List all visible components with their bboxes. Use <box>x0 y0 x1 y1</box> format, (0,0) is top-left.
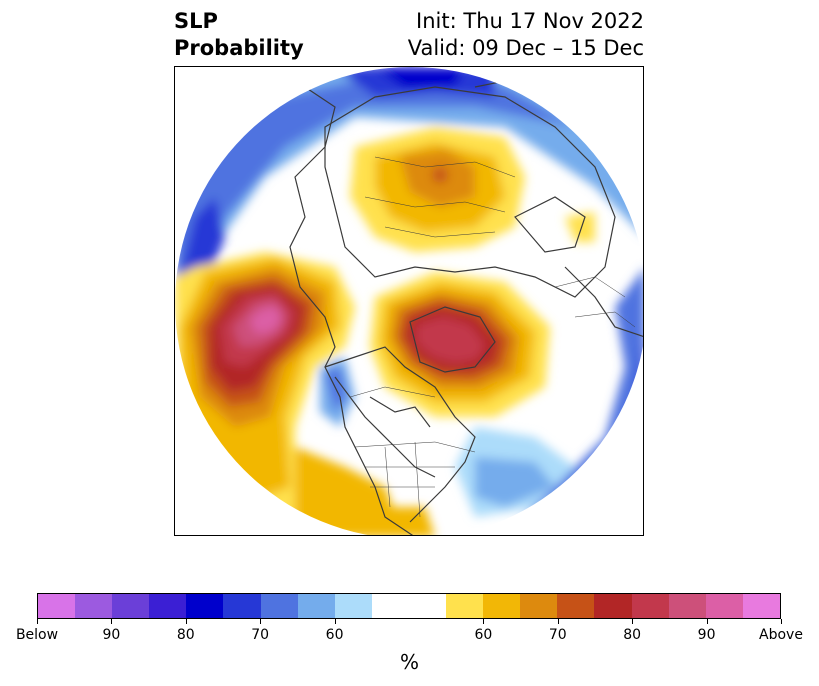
polar-map <box>175 67 643 535</box>
colorbar-segment <box>520 594 558 618</box>
colorbar-segment <box>75 594 113 618</box>
colorbar-unit: % <box>399 650 419 674</box>
colorbar-ticks: Below 90 80 70 60 60 70 80 90 Above <box>16 619 803 649</box>
colorbar-segment <box>557 594 595 618</box>
colorbar-tick-label: 80 <box>156 619 216 643</box>
colorbar-segment <box>594 594 632 618</box>
colorbar-segment <box>38 594 76 618</box>
colorbar-tick-label: 80 <box>602 619 662 643</box>
colorbar-segment <box>297 594 335 618</box>
title-left: SLP Probability <box>174 8 304 62</box>
colorbar-tick-label: 70 <box>528 619 588 643</box>
political-borders <box>349 156 636 518</box>
colorbar-segment <box>668 594 706 618</box>
colorbar-segment <box>705 594 743 618</box>
colorbar-segment <box>149 594 187 618</box>
colorbar-segment <box>483 594 521 618</box>
colorbar-tick-label: 60 <box>453 619 513 643</box>
colorbar <box>37 593 781 619</box>
colorbar-tick-label: Below <box>7 619 67 643</box>
init-date: Init: Thu 17 Nov 2022 <box>416 9 644 33</box>
colorbar-segment <box>631 594 669 618</box>
probability-field <box>175 67 643 535</box>
valid-range: Valid: 09 Dec – 15 Dec <box>407 36 644 60</box>
colorbar-segment <box>223 594 261 618</box>
colorbar-tick-label: 70 <box>230 619 290 643</box>
colorbar-tick-label: 90 <box>677 619 737 643</box>
colorbar-tick-label: 60 <box>305 619 365 643</box>
colorbar-segment <box>742 594 780 618</box>
colorbar-segment <box>260 594 298 618</box>
colorbar-segment <box>371 594 447 618</box>
colorbar-tick-label: Above <box>751 619 811 643</box>
title-variable: SLP <box>174 9 218 33</box>
title-subtitle: Probability <box>174 36 304 60</box>
title-right: Init: Thu 17 Nov 2022 Valid: 09 Dec – 15… <box>408 8 644 62</box>
colorbar-segment <box>186 594 224 618</box>
colorbar-segment <box>112 594 150 618</box>
colorbar-segment <box>446 594 484 618</box>
colorbar-segment <box>334 594 372 618</box>
map-panel <box>174 66 644 536</box>
colorbar-tick-label: 90 <box>81 619 141 643</box>
